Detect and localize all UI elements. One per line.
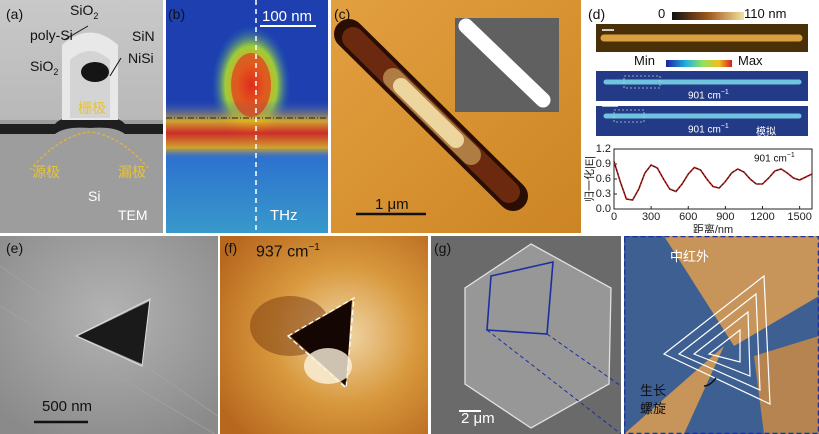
x-tick-label: 0 bbox=[611, 211, 617, 223]
panel-f-triangle-nearfield: 937 cm−1 bbox=[220, 236, 428, 434]
y-tick-label: 0.3 bbox=[596, 188, 611, 200]
panel-a-tem-image: SiO2 poly-Si SiN SiO2 NiSi 栅极 源极 漏极 Si T… bbox=[0, 0, 163, 233]
mode-label-b: THz bbox=[270, 207, 298, 224]
x-tick-label: 600 bbox=[679, 211, 697, 223]
label-nisi: NiSi bbox=[128, 50, 154, 66]
y-tick-label: 0.0 bbox=[596, 203, 611, 215]
spiral-nearfield bbox=[624, 236, 819, 434]
x-tick-label: 1500 bbox=[787, 211, 811, 223]
spiral-label-line1: 生长 bbox=[640, 383, 667, 398]
panel-label-b: (b) bbox=[168, 6, 186, 22]
wavenumber-label: 937 cm−1 bbox=[256, 242, 320, 261]
panel-b-thz-map: 100 nm THz bbox=[166, 0, 328, 233]
triangle-sem bbox=[0, 236, 218, 434]
y-tick-label: 1.2 bbox=[596, 143, 611, 155]
spiral-label-line2: 螺旋 bbox=[640, 401, 667, 416]
panel-c-nanowire-image: 1 μm bbox=[331, 0, 581, 233]
plot-frame bbox=[613, 148, 813, 210]
nanowire-afm bbox=[331, 0, 581, 233]
y-axis-label: 归一化|E| bbox=[584, 156, 596, 202]
panel-label-c: (c) bbox=[334, 6, 351, 22]
x-tick-label: 900 bbox=[716, 211, 734, 223]
scale-label-b: 100 nm bbox=[262, 8, 313, 25]
panel-label-d: (d) bbox=[588, 6, 606, 22]
scale-label-c: 1 μm bbox=[375, 196, 409, 213]
label-sin: SiN bbox=[132, 28, 155, 44]
label-drain: 漏极 bbox=[118, 164, 146, 180]
mode-label-g: 中红外 bbox=[670, 249, 710, 264]
panel-d-group: 0 110 nm Min Max 901 cm−1 901 cm−1 模拟 0 3… bbox=[584, 0, 819, 233]
label-sio2-top: SiO2 bbox=[70, 2, 99, 21]
scale-label-e: 500 nm bbox=[42, 398, 93, 415]
near-field-profile-chart: 0 300 600 900 1200 1500 0.0 0.3 0.6 0.9 1.2 距离/nm 归一… bbox=[584, 143, 813, 233]
thz-heatmap bbox=[166, 0, 328, 233]
band2-label: 901 cm−1 bbox=[688, 89, 729, 102]
height-scale-area bbox=[596, 12, 808, 52]
x-axis-label: 距离/nm bbox=[693, 222, 733, 233]
panel-e-triangle-image: 500 nm bbox=[0, 236, 218, 434]
series-line-overlay bbox=[613, 161, 813, 201]
hexagon-flake bbox=[431, 236, 621, 434]
label-source: 源极 bbox=[32, 164, 60, 180]
band3-label: 901 cm−1 bbox=[688, 123, 729, 136]
scale-label-g: 2 μm bbox=[461, 410, 495, 427]
label-gate: 栅极 bbox=[78, 100, 106, 116]
panel-label-f: (f) bbox=[224, 240, 238, 256]
panel-label-a: (a) bbox=[6, 6, 24, 22]
y-tick-label: 0.6 bbox=[596, 173, 611, 185]
height-scale-max: 110 nm bbox=[744, 6, 787, 21]
label-sio2-left: SiO2 bbox=[30, 58, 59, 77]
x-tick-label: 300 bbox=[642, 211, 660, 223]
y-tick-label: 0.9 bbox=[596, 158, 611, 170]
tem-illustration bbox=[0, 0, 163, 233]
panel-label-g: (g) bbox=[434, 240, 452, 256]
height-scale-min: 0 bbox=[658, 6, 666, 21]
label-si: Si bbox=[88, 188, 101, 204]
panel-g-hexagon-image: 2 μm bbox=[431, 236, 621, 434]
triangle-nearfield bbox=[220, 236, 428, 434]
chart-inset-label: 901 cm−1 bbox=[754, 152, 795, 165]
label-tem: TEM bbox=[118, 207, 148, 223]
band3-tag: 模拟 bbox=[756, 127, 776, 138]
x-tick-label: 1200 bbox=[750, 211, 774, 223]
signal-bands bbox=[596, 60, 808, 136]
label-poly-si: poly-Si bbox=[30, 27, 73, 43]
panel-label-e: (e) bbox=[6, 240, 24, 256]
panel-g-zoom-mid-ir: 中红外 生长 螺旋 bbox=[624, 236, 819, 434]
signal-scale-max: Max bbox=[738, 53, 763, 68]
signal-scale-min: Min bbox=[634, 53, 655, 68]
